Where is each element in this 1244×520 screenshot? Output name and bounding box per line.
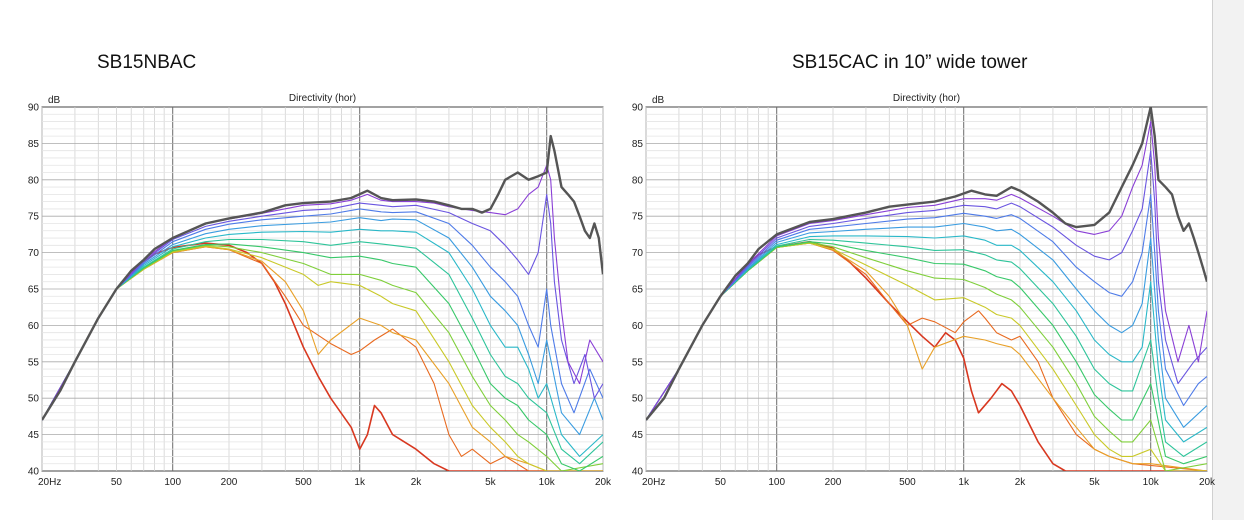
y-tick-label: 80 [632,175,644,186]
x-tick-label: 2k [1015,477,1027,488]
y-tick-label: 85 [28,139,40,150]
y-tick-label: 40 [28,467,40,478]
grid [41,107,604,471]
series-group [646,107,1207,471]
y-tick-label: 50 [28,394,40,405]
series-line-3 [646,193,1207,421]
x-tick-label: 1k [354,477,366,488]
y-tick-label: 60 [632,321,644,332]
x-tick-label: 50 [111,477,123,488]
series-line-2 [42,193,603,421]
series-line-5 [42,228,603,457]
y-tick-label: 75 [28,212,40,223]
series-line-7 [646,241,1207,465]
y-tick-label: 65 [28,285,40,296]
y-tick-label: 45 [632,430,644,441]
x-tick-label: 500 [899,477,916,488]
series-line-4 [42,217,603,436]
series-line-5 [646,235,1207,443]
y-tick-label: 55 [28,357,40,368]
series-line-0 [646,107,1207,421]
x-tick-label: 10k [539,477,556,488]
y-tick-label: 50 [632,394,644,405]
left-chart-caption: SB15NBAC [97,52,197,73]
y-tick-label: 65 [632,285,644,296]
x-tick-label: 100 [164,477,181,488]
series-line-6 [42,238,603,465]
y-tick-label: 60 [28,321,40,332]
x-tick-label: 200 [825,477,842,488]
y-tick-label: 90 [28,103,40,114]
x-tick-label: 5k [1089,477,1101,488]
y-tick-label: 85 [632,139,644,150]
series-line-0 [42,134,603,421]
x-tick-label: 10k [1143,477,1160,488]
directivity-chart-right: Directivity (hor) dB 40 45 50 55 60 65 70 75 80 85 9… [632,93,1216,488]
series-group [42,134,603,471]
x-tick-label: 50 [715,477,727,488]
series-line-6 [646,238,1207,457]
x-tick-label: 20k [595,477,612,488]
x-tick-label: 500 [295,477,312,488]
directivity-chart-left: Directivity (hor) dB 40 45 50 55 60 65 70 75 80 85 9… [28,93,612,488]
y-tick-label: 90 [632,103,644,114]
x-tick-label: 2k [411,477,423,488]
x-tick-label: 5k [485,477,497,488]
right-chart-caption: SB15CAC in 10” wide tower [792,52,1028,73]
chart-title: Directivity (hor) [893,93,960,104]
x-tick-label: 20k [1199,477,1216,488]
y-tick-label: 55 [632,357,644,368]
x-tick-label: 1k [958,477,970,488]
y-tick-label: 45 [28,430,40,441]
y-tick-label: 75 [632,212,644,223]
chart-title: Directivity (hor) [289,93,356,104]
series-line-2 [646,150,1207,421]
y-tick-label: 70 [28,248,40,259]
x-tick-label: 200 [221,477,238,488]
y-tick-label: 80 [28,175,40,186]
y-axis-label: dB [48,95,61,106]
series-line-4 [646,222,1207,428]
y-tick-label: 70 [632,248,644,259]
y-axis-label: dB [652,95,665,106]
slide-right-margin [1212,0,1244,520]
y-tick-label: 40 [632,467,644,478]
x-tick-label: 100 [768,477,785,488]
x-tick-label: 20Hz [642,477,665,488]
series-line-3 [42,208,603,421]
x-tick-label: 20Hz [38,477,61,488]
